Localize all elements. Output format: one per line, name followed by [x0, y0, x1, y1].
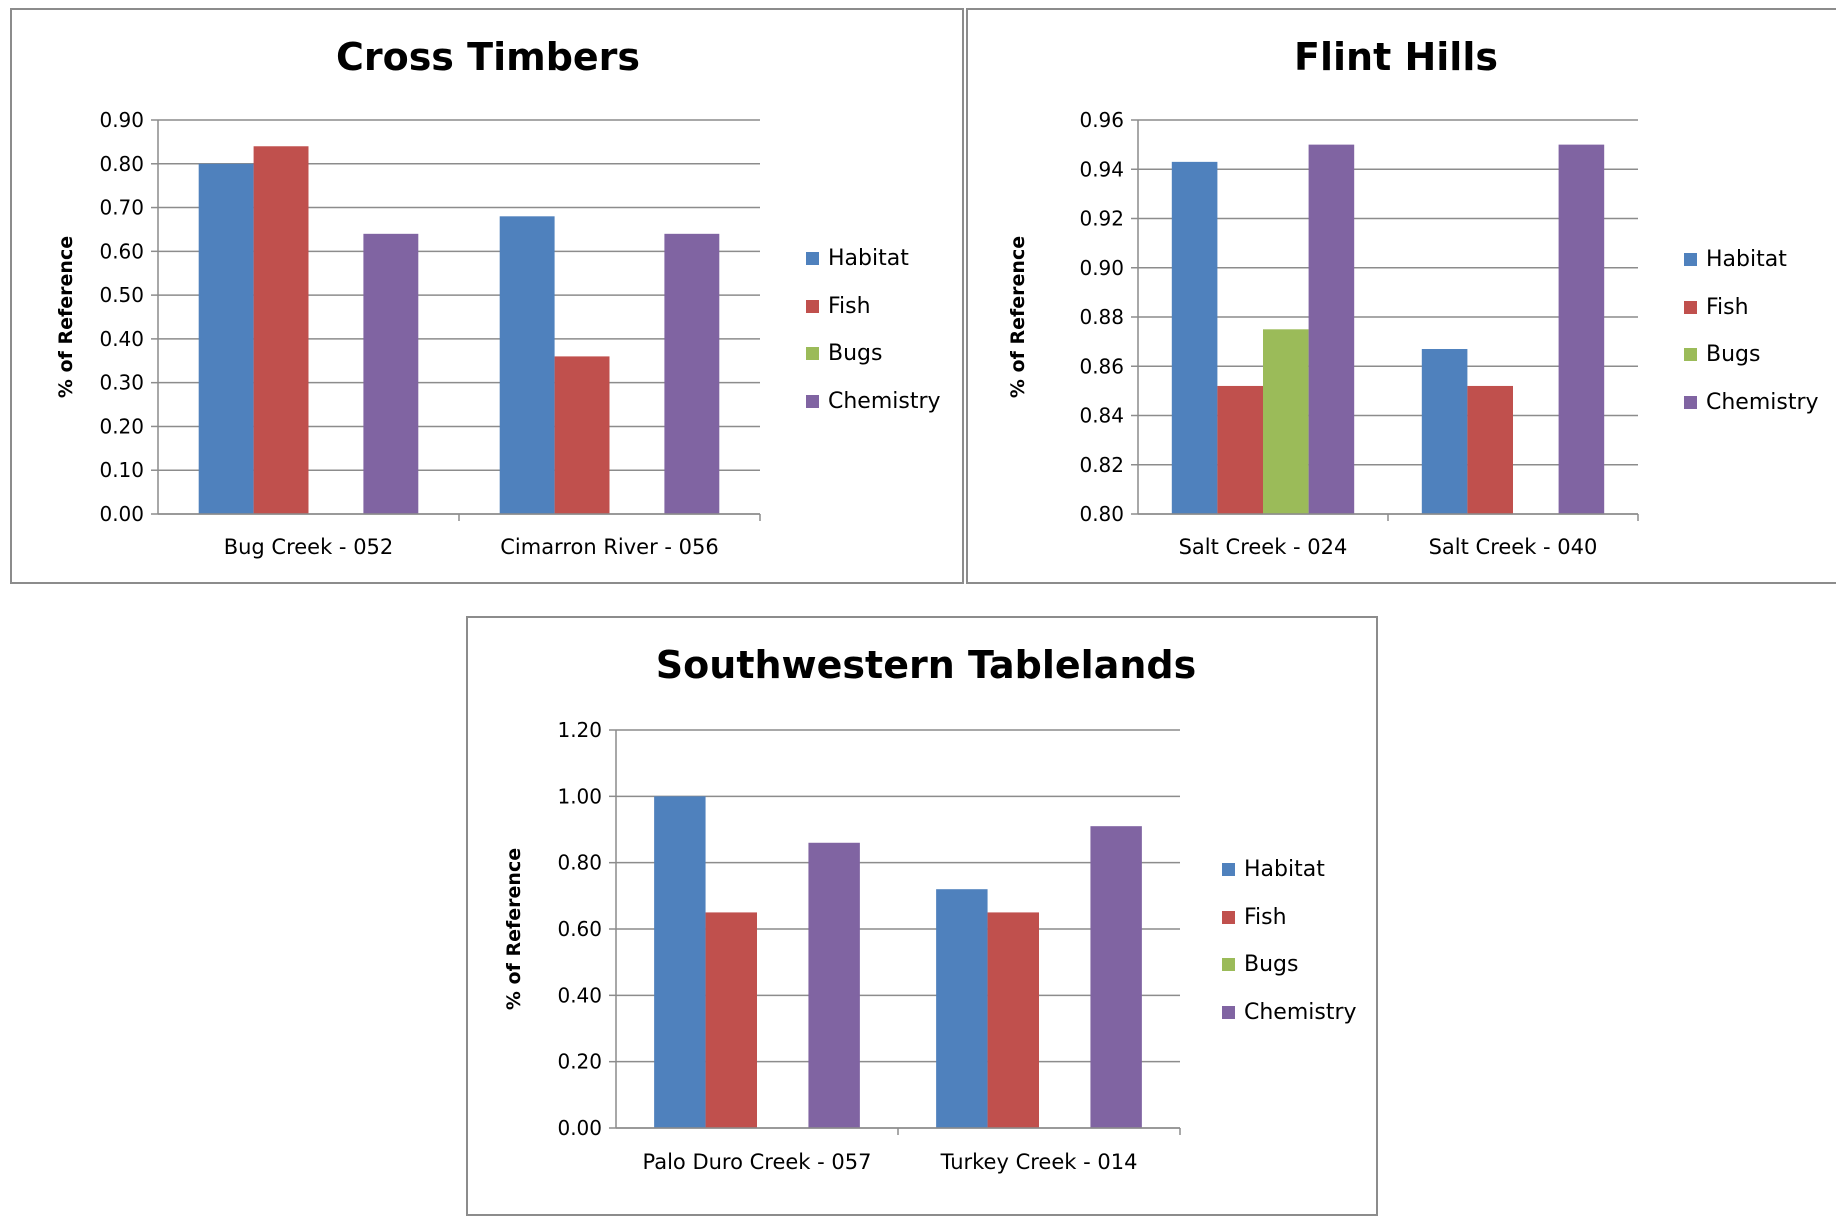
y-tick-label: 0.90: [1079, 256, 1124, 280]
legend-swatch-habitat: [806, 252, 819, 265]
y-tick-label: 0.40: [99, 327, 144, 351]
y-tick-label: 0.82: [1079, 453, 1124, 477]
legend-label-bugs: Bugs: [1706, 342, 1760, 367]
chart-title: Southwestern Tablelands: [656, 643, 1196, 687]
chart-svg: Flint Hills 0.80 0.82 0.84 0.86 0.88 0.90 0.92 0…: [1007, 35, 1819, 559]
y-tick-label: 0.96: [1079, 108, 1124, 132]
bar-habitat-turkey-creek-014: [936, 889, 988, 1128]
y-tick-label: 0.92: [1079, 207, 1124, 231]
y-tick-label: 0.20: [99, 414, 144, 438]
x-category-label: Salt Creek - 040: [1429, 535, 1598, 559]
bar-chemistry-salt-creek-024: [1308, 144, 1355, 514]
legend-label-bugs: Bugs: [1244, 952, 1298, 977]
x-category-label: Turkey Creek - 014: [940, 1150, 1138, 1174]
legend-label-habitat: Habitat: [1244, 857, 1325, 882]
y-tick-label: 0.80: [1079, 502, 1124, 526]
bar-chemistry-bug-creek-052: [363, 233, 419, 515]
bar-chemistry-salt-creek-040: [1558, 144, 1605, 514]
y-tick-label: 0.80: [557, 851, 602, 875]
y-tick-label: 0.94: [1079, 157, 1124, 181]
y-tick-label: 0.00: [99, 502, 144, 526]
bar-fish-palo-duro-creek-057: [705, 912, 757, 1128]
legend-swatch-fish: [1684, 301, 1697, 314]
y-tick-label: 0.00: [557, 1116, 602, 1140]
chart-svg: Southwestern Tablelands 0.00 0.20 0.40 0.60 0…: [503, 643, 1357, 1174]
bar-habitat-salt-creek-040: [1421, 349, 1468, 514]
legend-swatch-habitat: [1684, 253, 1697, 266]
y-tick-label: 0.40: [557, 983, 602, 1007]
legend-label-habitat: Habitat: [1706, 247, 1787, 272]
legend-label-fish: Fish: [828, 294, 871, 319]
chart-panel-southwestern-tablelands: Southwestern Tablelands 0.00 0.20 0.40 0.60 0…: [466, 616, 1378, 1216]
y-tick-label: 1.20: [557, 718, 602, 742]
bar-habitat-salt-creek-024: [1171, 161, 1218, 515]
y-axis-label: % of Reference: [55, 236, 77, 398]
bar-habitat-palo-duro-creek-057: [654, 796, 706, 1128]
y-tick-label: 0.84: [1079, 404, 1124, 428]
bar-bugs-salt-creek-024: [1263, 329, 1309, 514]
legend-swatch-chemistry: [806, 395, 819, 408]
bar-habitat-bug-creek-052: [198, 163, 254, 514]
y-tick-label: 1.00: [557, 784, 602, 808]
legend-swatch-habitat: [1222, 863, 1235, 876]
y-tick-label: 0.86: [1079, 354, 1124, 378]
chart-title: Flint Hills: [1294, 35, 1498, 79]
chart-panel-cross-timbers: Cross Timbers 0.00 0.10 0.20 0.30 0.40 0.50 0.6…: [10, 8, 964, 584]
legend-label-chemistry: Chemistry: [1244, 1000, 1357, 1025]
legend-swatch-bugs: [1222, 958, 1235, 971]
legend-swatch-chemistry: [1684, 396, 1697, 409]
x-category-label: Cimarron River - 056: [500, 535, 719, 559]
y-axis-label: % of Reference: [503, 848, 525, 1010]
x-category-label: Salt Creek - 024: [1179, 535, 1348, 559]
bar-fish-salt-creek-024: [1217, 385, 1263, 514]
legend-swatch-chemistry: [1222, 1006, 1235, 1019]
legend-swatch-fish: [806, 300, 819, 313]
y-tick-label: 0.90: [99, 108, 144, 132]
bar-fish-turkey-creek-014: [987, 912, 1039, 1128]
y-tick-label: 0.50: [99, 283, 144, 307]
x-category-label: Bug Creek - 052: [224, 535, 394, 559]
legend-label-chemistry: Chemistry: [828, 389, 941, 414]
y-tick-label: 0.10: [99, 458, 144, 482]
bar-chemistry-turkey-creek-014: [1090, 826, 1142, 1128]
y-axis-label: % of Reference: [1007, 236, 1029, 398]
bar-fish-bug-creek-052: [253, 146, 309, 514]
legend-swatch-bugs: [806, 347, 819, 360]
bar-fish-salt-creek-040: [1467, 385, 1513, 514]
y-tick-label: 0.30: [99, 371, 144, 395]
legend-swatch-fish: [1222, 911, 1235, 924]
legend-label-chemistry: Chemistry: [1706, 390, 1819, 415]
bar-habitat-cimarron-river-056: [499, 216, 555, 515]
legend-label-habitat: Habitat: [828, 246, 909, 271]
legend-label-fish: Fish: [1244, 905, 1287, 930]
bar-chemistry-palo-duro-creek-057: [808, 842, 860, 1128]
x-category-label: Palo Duro Creek - 057: [643, 1150, 872, 1174]
y-tick-label: 0.60: [557, 917, 602, 941]
legend-label-fish: Fish: [1706, 295, 1749, 320]
chart-svg: Cross Timbers 0.00 0.10 0.20 0.30 0.40 0.50 0.6…: [55, 35, 941, 559]
y-tick-label: 0.88: [1079, 305, 1124, 329]
bar-fish-cimarron-river-056: [554, 356, 610, 514]
legend-swatch-bugs: [1684, 348, 1697, 361]
y-tick-label: 0.80: [99, 152, 144, 176]
y-tick-label: 0.70: [99, 196, 144, 220]
y-tick-label: 0.60: [99, 239, 144, 263]
y-tick-label: 0.20: [557, 1050, 602, 1074]
bar-chemistry-cimarron-river-056: [664, 233, 720, 515]
chart-panel-flint-hills: Flint Hills 0.80 0.82 0.84 0.86 0.88 0.90 0.92 0…: [966, 8, 1836, 584]
legend-label-bugs: Bugs: [828, 341, 882, 366]
chart-title: Cross Timbers: [336, 35, 640, 79]
